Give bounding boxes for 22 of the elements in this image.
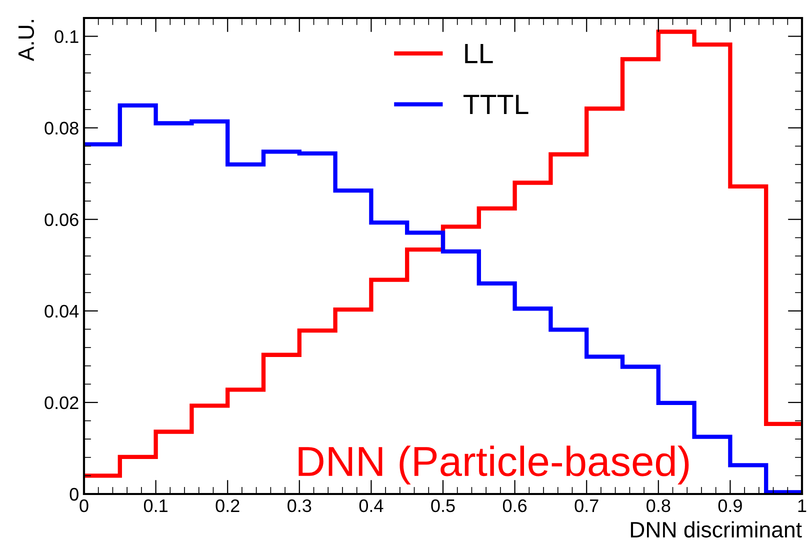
x-tick-label: 0.4 [359, 499, 384, 512]
y-tick-label: 0.02 [44, 396, 78, 410]
x-tick-label: 0.1 [144, 499, 168, 512]
y-tick-label: 0.1 [54, 30, 78, 44]
y-tick-label: 0 [70, 488, 78, 501]
legend-label: LL [465, 44, 493, 64]
x-tick-label: 0.8 [646, 499, 670, 512]
legend-label: TTTL [463, 94, 528, 114]
annotation: DNN (Particle-based) [298, 446, 689, 484]
x-tick-label: 0.9 [718, 499, 742, 512]
x-tick-label: 0.7 [574, 499, 598, 512]
y-tick-label: 0.06 [44, 213, 78, 226]
x-tick-label: 0.3 [288, 499, 312, 512]
y-tick-label: 0.08 [44, 122, 78, 135]
x-tick-label: 0.6 [502, 499, 527, 512]
x-tick-label: 1 [798, 500, 806, 512]
x-tick-label: 0 [80, 499, 88, 512]
x-tick-label: 0.2 [216, 499, 240, 512]
x-axis-title: DNN discriminant [630, 521, 802, 538]
y-tick-label: 0.04 [44, 304, 79, 318]
y-axis-title: A.U. [18, 20, 34, 62]
x-tick-label: 0.5 [431, 499, 455, 512]
